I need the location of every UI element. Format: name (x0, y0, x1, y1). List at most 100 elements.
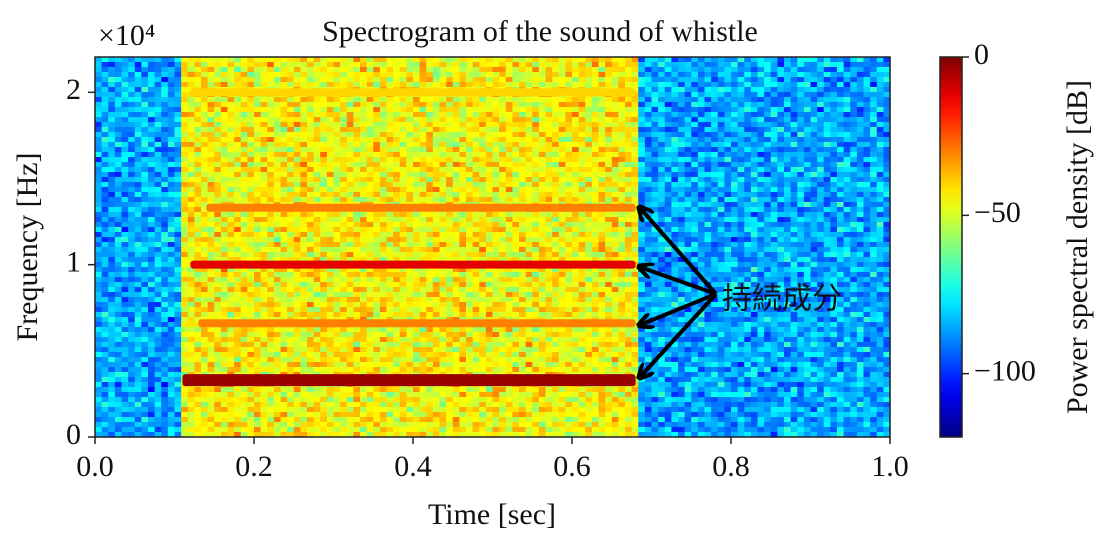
spectrogram-cell (194, 142, 201, 148)
spectrogram-cell (864, 172, 871, 178)
spectrogram-cell (678, 187, 685, 193)
spectrogram-cell (671, 232, 678, 238)
spectrogram-cell (161, 97, 168, 103)
spectrogram-cell (618, 132, 625, 138)
spectrogram-cell (830, 72, 837, 78)
spectrogram-cell (678, 197, 685, 203)
spectrogram-cell (141, 167, 148, 173)
spectrogram-cell (340, 192, 347, 198)
spectrogram-cell (711, 257, 718, 263)
spectrogram-cell (446, 242, 453, 248)
spectrogram-cell (380, 117, 387, 123)
spectrogram-cell (122, 192, 129, 198)
spectrogram-cell (108, 147, 115, 153)
spectrogram-cell (115, 242, 122, 248)
spectrogram-cell (638, 227, 645, 233)
spectrogram-cell (413, 167, 420, 173)
spectrogram-cell (791, 62, 798, 68)
spectrogram-cell (585, 127, 592, 133)
spectrogram-cell (870, 137, 877, 143)
spectrogram-cell (201, 72, 208, 78)
spectrogram-cell (585, 182, 592, 188)
spectrogram-cell (413, 72, 420, 78)
spectrogram-cell (347, 127, 354, 133)
spectrogram-cell (817, 127, 824, 133)
spectrogram-cell (406, 102, 413, 108)
spectrogram-cell (625, 227, 632, 233)
spectrogram-cell (294, 162, 301, 168)
spectrogram-cell (830, 237, 837, 243)
spectrogram-cell (360, 187, 367, 193)
spectrogram-cell (532, 242, 539, 248)
spectrogram-cell (579, 217, 586, 223)
spectrogram-cell (698, 97, 705, 103)
spectrogram-cell (208, 62, 215, 68)
spectrogram-cell (274, 152, 281, 158)
spectrogram-cell (314, 217, 321, 223)
spectrogram-cell (493, 252, 500, 258)
spectrogram-cell (108, 167, 115, 173)
spectrogram-cell (751, 122, 758, 128)
spectrogram-cell (705, 72, 712, 78)
spectrogram-cell (287, 112, 294, 118)
spectrogram-cell (353, 147, 360, 153)
spectrogram-cell (479, 247, 486, 253)
spectrogram-cell (671, 102, 678, 108)
spectrogram-cell (387, 112, 394, 118)
spectrogram-cell (307, 112, 314, 118)
spectrogram-cell (300, 127, 307, 133)
spectrogram-cell (135, 222, 142, 228)
spectrogram-cell (406, 137, 413, 143)
spectrogram-cell (102, 132, 109, 138)
spectrogram-cell (254, 252, 261, 258)
spectrogram-cell (850, 82, 857, 88)
spectrogram-cell (665, 102, 672, 108)
spectrogram-cell (122, 182, 129, 188)
spectrogram-cell (506, 172, 513, 178)
spectrogram-cell (804, 182, 811, 188)
spectrogram-cell (811, 207, 818, 213)
spectrogram-cell (261, 157, 268, 163)
spectrogram-cell (360, 147, 367, 153)
spectrogram-cell (168, 172, 175, 178)
spectrogram-cell (506, 187, 513, 193)
spectrogram-cell (261, 77, 268, 83)
spectrogram-cell (228, 142, 235, 148)
spectrogram-cell (340, 67, 347, 73)
spectrogram-cell (247, 187, 254, 193)
spectrogram-cell (718, 212, 725, 218)
spectrogram-cell (473, 137, 480, 143)
spectrogram-cell (877, 162, 884, 168)
spectrogram-cell (539, 152, 546, 158)
spectrogram-cell (605, 227, 612, 233)
spectrogram-cell (267, 72, 274, 78)
spectrogram-cell (731, 162, 738, 168)
spectrogram-cell (294, 227, 301, 233)
spectrogram-cell (864, 252, 871, 258)
spectrogram-cell (830, 167, 837, 173)
spectrogram-cell (850, 182, 857, 188)
spectrogram-cell (612, 172, 619, 178)
spectrogram-cell (512, 77, 519, 83)
spectrogram-cell (234, 247, 241, 253)
spectrogram-cell (652, 77, 659, 83)
spectrogram-cell (804, 127, 811, 133)
spectrogram-cell (877, 157, 884, 163)
spectrogram-cell (155, 202, 162, 208)
spectrogram-cell (758, 197, 765, 203)
spectrogram-cell (479, 252, 486, 258)
spectrogram-cell (711, 107, 718, 113)
spectrogram-cell (267, 157, 274, 163)
spectrogram-cell (387, 132, 394, 138)
spectrogram-cell (844, 97, 851, 103)
spectrogram-cell (731, 142, 738, 148)
spectrogram-cell (115, 62, 122, 68)
spectrogram-cell (353, 102, 360, 108)
spectrogram-cell (135, 137, 142, 143)
spectrogram-cell (585, 82, 592, 88)
spectrogram-cell (844, 217, 851, 223)
spectrogram-cell (168, 207, 175, 213)
spectrogram-cell (830, 87, 837, 93)
spectrogram-cell (705, 157, 712, 163)
spectrogram-cell (387, 167, 394, 173)
